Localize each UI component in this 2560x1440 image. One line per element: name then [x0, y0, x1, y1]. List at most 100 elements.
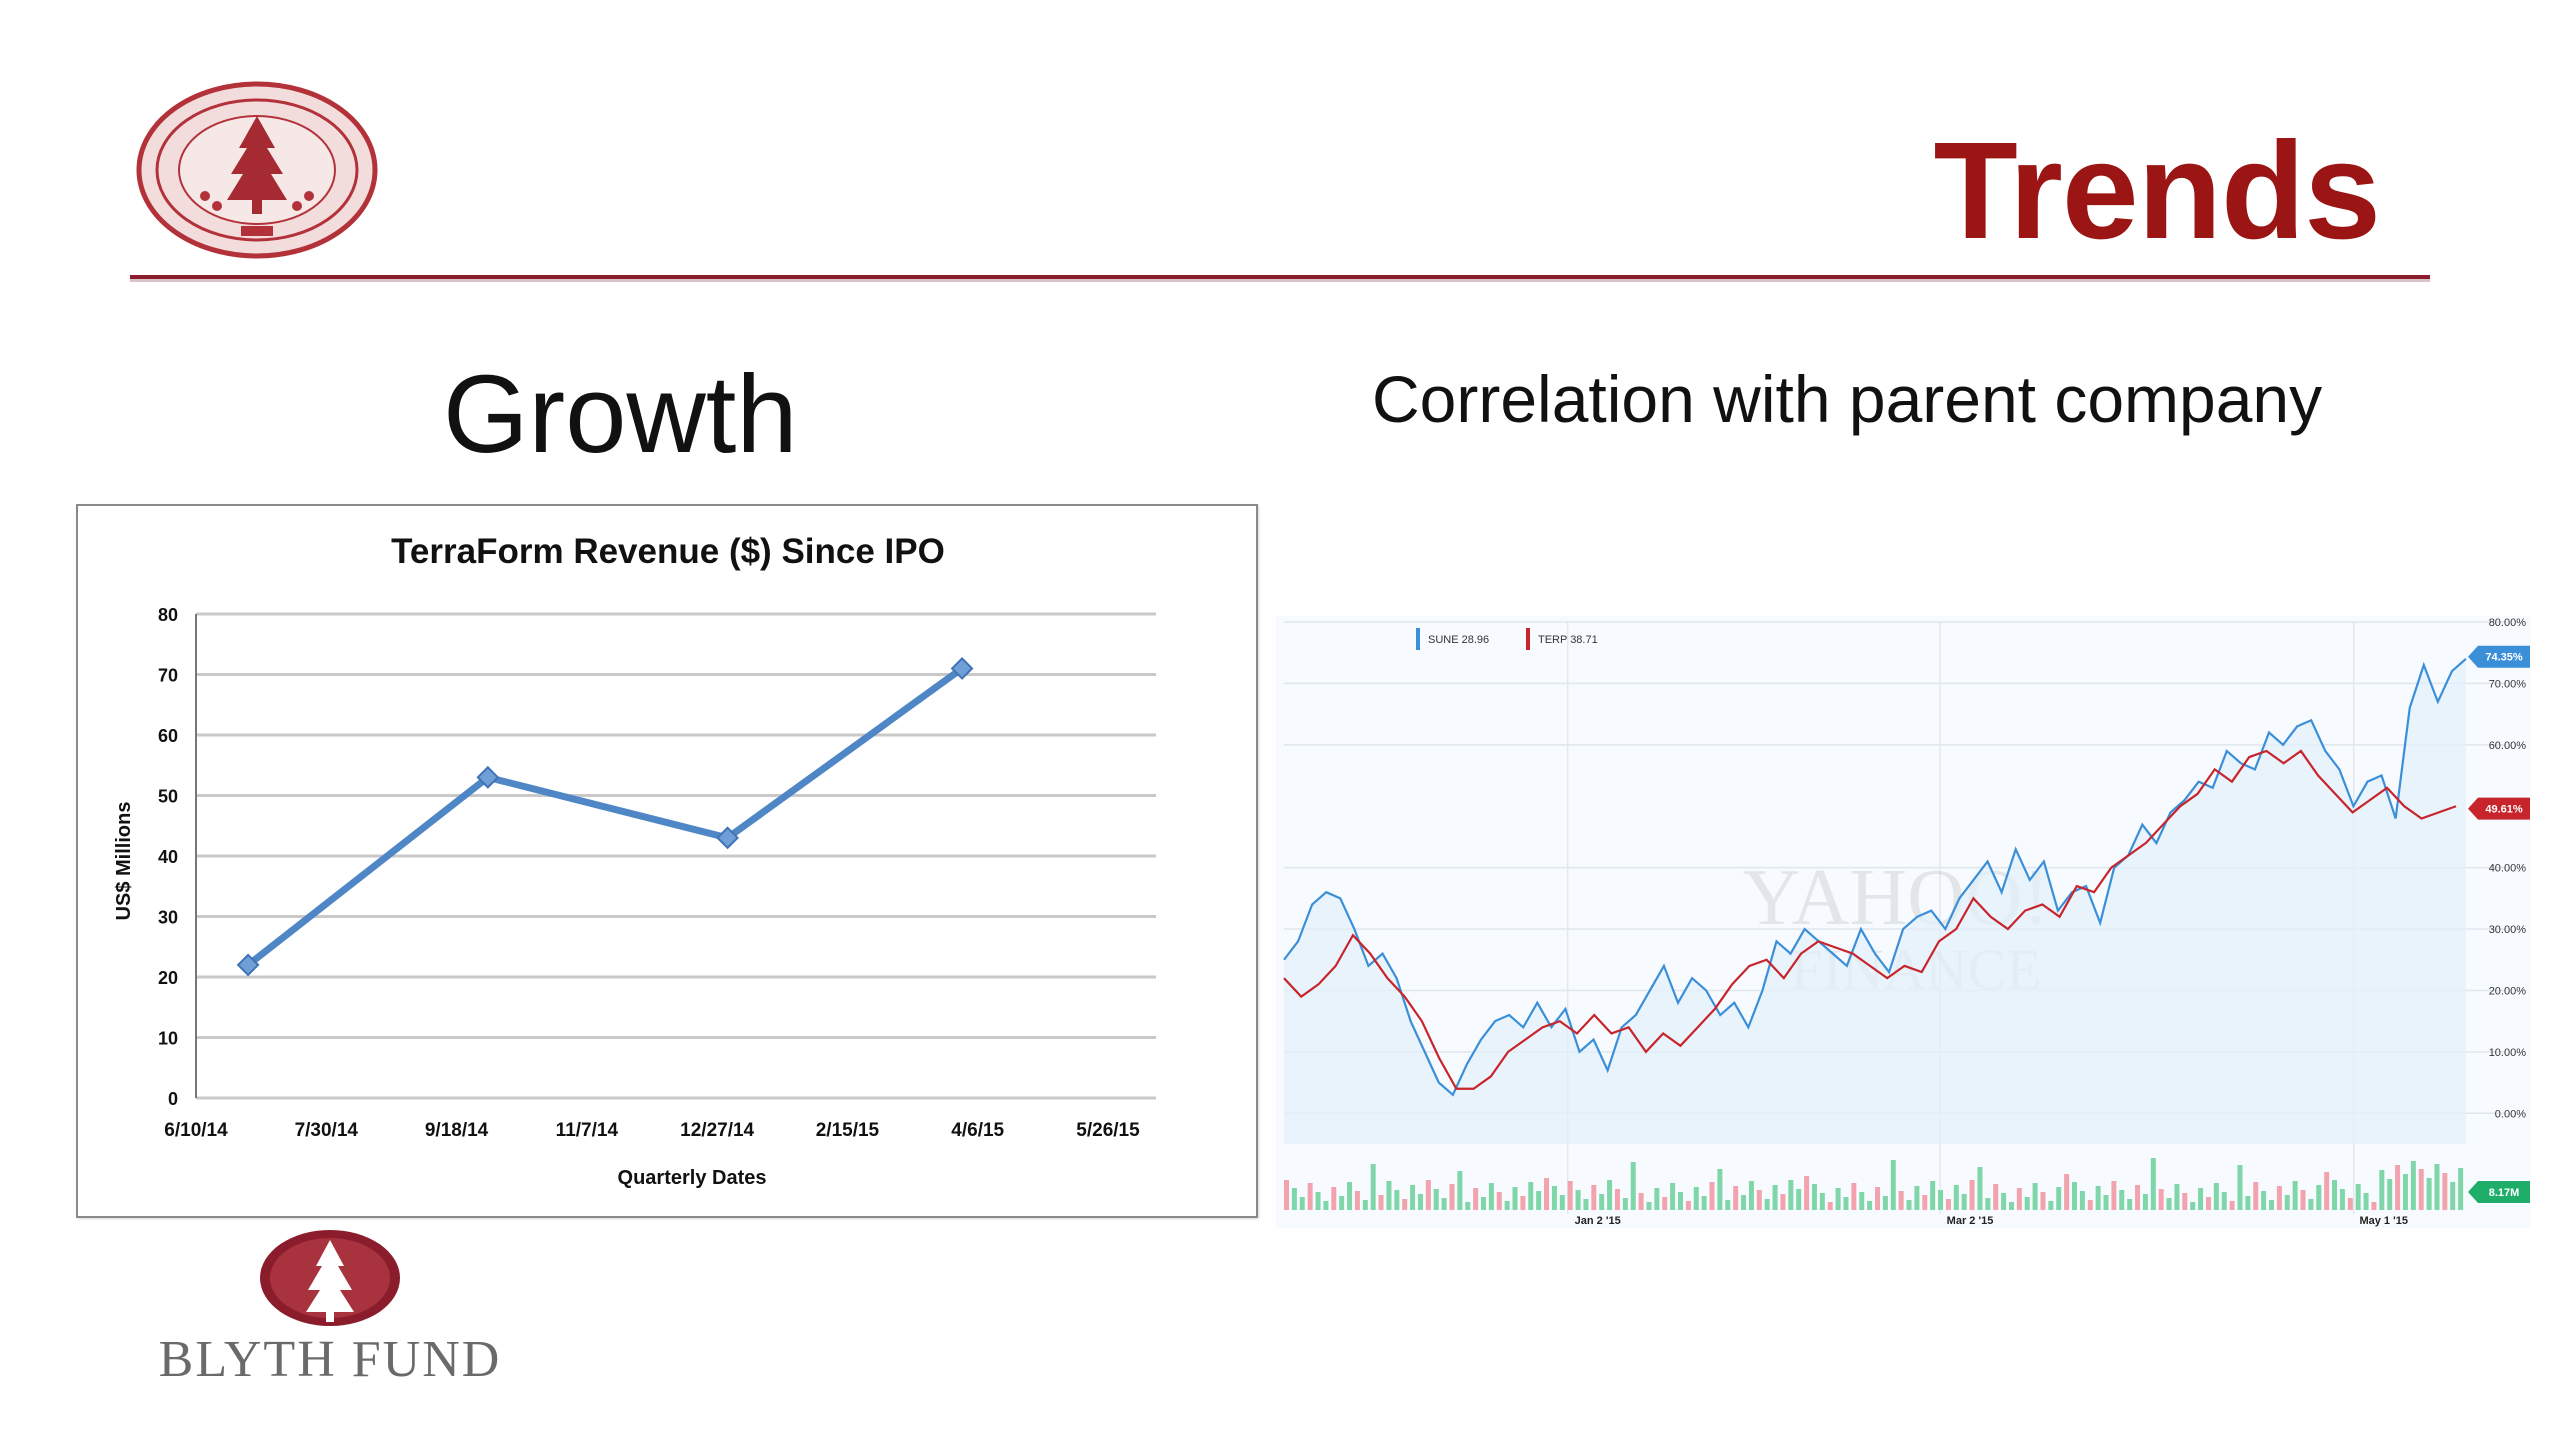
end-value-tag — [2468, 1181, 2530, 1203]
volume-bar — [1709, 1182, 1715, 1210]
volume-bar — [1875, 1187, 1880, 1210]
y-tick-label: 80.00% — [2489, 617, 2527, 629]
volume-bar — [1859, 1192, 1865, 1210]
volume-bar — [1504, 1201, 1510, 1210]
correlation-heading: Correlation with parent company — [1372, 362, 2323, 436]
volume-bar — [2324, 1172, 2330, 1210]
volume-bar — [2434, 1164, 2440, 1210]
volume-bar — [1756, 1190, 1762, 1210]
volume-bar — [1614, 1189, 1620, 1210]
volume-bar — [2198, 1188, 2204, 1210]
volume-bar — [2142, 1194, 2148, 1210]
volume-bar — [1993, 1184, 1999, 1210]
y-tick-label: 80 — [158, 605, 178, 625]
volume-bar — [1481, 1197, 1486, 1210]
volume-bar — [2371, 1202, 2377, 1210]
volume-bar — [1945, 1199, 1951, 1210]
x-tick-label: 11/7/14 — [556, 1120, 619, 1141]
volume-bar — [1512, 1187, 1518, 1210]
volume-bar — [1811, 1184, 1817, 1210]
volume-bar — [1417, 1194, 1423, 1210]
volume-bar — [2016, 1188, 2022, 1210]
title-divider — [130, 275, 2430, 279]
correlation-chart: 0.00% 10.00% 20.00% 30.00% 40.00% 60.00% 70.00… — [1276, 604, 2530, 1228]
volume-bar — [1819, 1193, 1825, 1210]
volume-bar — [1741, 1195, 1747, 1210]
volume-bar — [1433, 1189, 1439, 1210]
volume-bar — [2024, 1197, 2030, 1210]
volume-bar — [1583, 1199, 1589, 1210]
volume-bar — [2190, 1202, 2196, 1210]
volume-bar — [2174, 1184, 2180, 1210]
sune-area-fill — [1284, 658, 2466, 1144]
x-tick-label: 4/6/15 — [951, 1120, 1004, 1141]
volume-bar — [1315, 1192, 1321, 1210]
volume-bar — [2450, 1182, 2456, 1210]
volume-bar — [2111, 1181, 2117, 1210]
volume-bar — [2426, 1178, 2432, 1210]
volume-bar — [1788, 1180, 1794, 1210]
volume-bar — [1678, 1192, 1683, 1210]
y-tick-label: 0.00% — [2495, 1108, 2526, 1120]
volume-bar — [1591, 1185, 1597, 1210]
volume-bar — [1985, 1198, 1991, 1210]
x-tick-label: 7/30/14 — [295, 1120, 359, 1141]
volume-bar — [1764, 1199, 1770, 1210]
volume-bar — [1394, 1190, 1400, 1210]
volume-bar — [2253, 1182, 2259, 1210]
volume-bar — [1299, 1197, 1305, 1210]
volume-bar — [2079, 1191, 2085, 1210]
volume-bar — [1780, 1194, 1786, 1210]
revenue-series-line — [245, 665, 965, 968]
volume-bar — [1473, 1188, 1479, 1210]
volume-bar — [2166, 1198, 2172, 1210]
x-tick-label: Jan 2 '15 — [1575, 1215, 1621, 1227]
volume-bar — [1425, 1180, 1431, 1210]
volume-bar — [2182, 1193, 2188, 1210]
volume-bar — [1898, 1191, 1904, 1210]
volume-bar — [1465, 1202, 1471, 1210]
y-tick-label: 30.00% — [2489, 924, 2527, 936]
y-tick-label: 50 — [158, 787, 178, 807]
revenue-chart: TerraForm Revenue ($) Since IPO US$ Mill… — [113, 532, 1156, 1189]
volume-bar — [1528, 1182, 1534, 1210]
volume-bar — [1646, 1202, 1652, 1210]
volume-bar — [1977, 1167, 1983, 1210]
end-value-tag — [2468, 797, 2530, 820]
volume-bar — [1331, 1187, 1337, 1210]
volume-bar — [1402, 1199, 1408, 1210]
volume-bar — [2095, 1186, 2101, 1210]
y-tick-label: 20 — [158, 968, 178, 988]
title-divider-shadow — [130, 279, 2430, 282]
volume-bar — [2292, 1181, 2298, 1210]
volume-bar — [1536, 1191, 1542, 1210]
volume-bar — [1851, 1183, 1857, 1210]
volume-bar — [2269, 1200, 2274, 1210]
y-axis-label: US$ Millions — [113, 802, 135, 921]
volume-bar — [1890, 1160, 1896, 1210]
volume-bar — [1544, 1178, 1550, 1210]
x-axis-label: Quarterly Dates — [618, 1167, 767, 1189]
volume-bar — [2395, 1165, 2401, 1210]
volume-bar — [1370, 1164, 1376, 1210]
y-tick-label: 0 — [168, 1089, 178, 1109]
y-tick-label: 10.00% — [2489, 1047, 2527, 1059]
volume-bar — [1638, 1193, 1644, 1210]
volume-bar — [1410, 1185, 1416, 1210]
volume-bar — [2332, 1180, 2338, 1210]
growth-heading: Growth — [443, 353, 798, 476]
volume-bar — [2237, 1165, 2243, 1210]
volume-bar — [1938, 1190, 1944, 1210]
volume-bar — [2158, 1189, 2164, 1210]
volume-bar — [2418, 1169, 2424, 1210]
y-tick-label: 40 — [158, 847, 178, 867]
volume-bar — [1867, 1201, 1873, 1210]
x-tick-label: 6/10/14 — [164, 1120, 228, 1141]
y-tick-label: 60.00% — [2489, 740, 2527, 752]
sune-series-line — [1283, 658, 2467, 1097]
volume-bar — [1835, 1188, 1841, 1210]
legend-label: TERP 38.71 — [1538, 634, 1598, 646]
volume-bar — [2387, 1179, 2393, 1210]
volume-bar — [2064, 1174, 2070, 1210]
volume-bar — [2001, 1193, 2007, 1210]
